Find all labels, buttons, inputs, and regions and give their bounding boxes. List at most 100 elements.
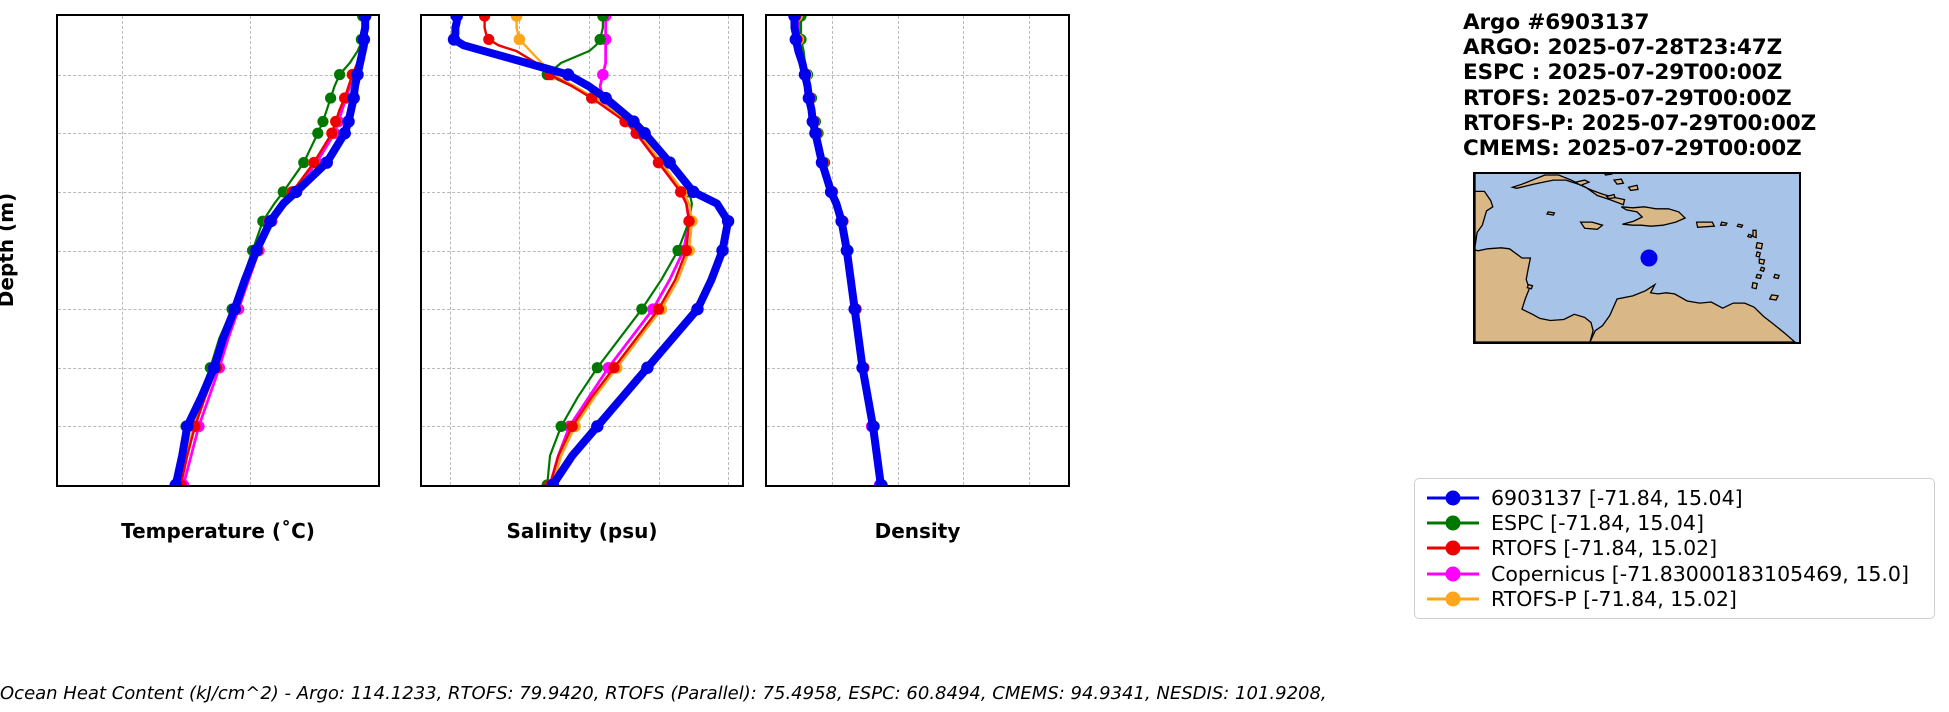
lesser-antilles-island <box>1755 273 1763 280</box>
map-lon-minor-tick-top <box>1627 172 1629 174</box>
series-marker <box>597 68 609 81</box>
series-marker <box>721 214 735 228</box>
hispaniola-landmass <box>1620 206 1687 227</box>
map-lon-minor-tick <box>1606 342 1608 344</box>
gridline-horizontal <box>58 250 378 252</box>
map-lon-minor-tick <box>1543 342 1545 344</box>
map-lon-minor-tick <box>1522 342 1524 344</box>
map-lon-tick-top <box>1721 172 1723 174</box>
lesser-antilles-island <box>1751 281 1758 290</box>
legend-label: 6903137 [-71.84, 15.04] <box>1491 485 1743 510</box>
series-marker <box>450 16 463 23</box>
map-lon-minor-tick-top <box>1752 172 1754 174</box>
jamaica-landmass <box>1579 221 1604 230</box>
series-marker <box>856 361 869 374</box>
ocean-heat-content-caption: Ocean Heat Content (kJ/cm^2) - Argo: 114… <box>0 683 1327 704</box>
legend-row[interactable]: ESPC [-71.84, 15.04] <box>1425 510 1924 535</box>
small-island <box>1719 221 1728 226</box>
map-lon-minor-tick <box>1491 342 1493 344</box>
series-marker <box>815 156 829 169</box>
series-marker <box>181 420 194 433</box>
map-lon-tick-top <box>1564 172 1566 174</box>
gridline-horizontal <box>58 74 378 76</box>
map-lon-minor-tick <box>1700 342 1702 344</box>
gridline-vertical <box>963 16 965 485</box>
map-lon-minor-tick-top <box>1658 172 1660 174</box>
map-lat-tick <box>1473 207 1475 209</box>
gridline-horizontal <box>767 133 1068 135</box>
lesser-antilles-island <box>1773 273 1780 280</box>
map-lat-minor-tick <box>1473 217 1475 219</box>
series-marker <box>687 185 700 199</box>
map-lon-minor-tick-top <box>1501 172 1503 174</box>
argo-position-marker <box>1640 249 1658 267</box>
series-marker <box>555 420 567 432</box>
series-marker <box>848 302 861 316</box>
series-marker <box>802 91 816 105</box>
legend-marker <box>1425 564 1481 584</box>
bahamas-island <box>1604 174 1613 176</box>
legend-row[interactable]: 6903137 [-71.84, 15.04] <box>1425 485 1924 510</box>
series-marker <box>586 92 598 104</box>
gridline-horizontal <box>58 133 378 135</box>
legend-marker <box>1425 589 1481 609</box>
bahamas-island <box>1627 184 1639 192</box>
legend-row[interactable]: Copernicus [-71.83000183105469, 15.0] <box>1425 561 1924 586</box>
series-marker <box>683 215 695 227</box>
gridline-horizontal <box>58 426 378 428</box>
y-axis-label: Depth (m) <box>0 192 18 308</box>
small-island <box>1746 233 1753 239</box>
legend-dot <box>1445 566 1461 582</box>
series-marker <box>207 361 221 374</box>
series-marker <box>716 244 729 257</box>
gridline-horizontal <box>767 426 1068 428</box>
map-lat-minor-tick <box>1473 227 1475 229</box>
map-lon-minor-tick-top <box>1595 172 1597 174</box>
series-marker <box>359 16 372 23</box>
gridline-vertical <box>588 16 590 485</box>
map-lon-minor-tick-top <box>1647 172 1649 174</box>
series-marker <box>874 478 888 485</box>
series-marker <box>546 478 559 485</box>
map-lon-tick <box>1721 342 1723 344</box>
density-axis-label: Density <box>874 519 961 543</box>
legend-dot <box>1445 591 1461 607</box>
gridline-horizontal <box>422 74 742 76</box>
density-panel: 1025103010351040 <box>765 14 1070 487</box>
map-lon-minor-tick <box>1742 342 1744 344</box>
legend-row[interactable]: RTOFS [-71.84, 15.02] <box>1425 536 1924 561</box>
espc-time-line: ESPC : 2025-07-29T00:00Z <box>1463 60 1783 86</box>
map-lon-minor-tick <box>1689 342 1691 344</box>
gridline-horizontal <box>422 191 742 193</box>
map-lon-tick <box>1564 342 1566 344</box>
legend-marker <box>1425 538 1481 558</box>
lesser-antilles-island <box>1752 229 1757 239</box>
map-lat-minor-tick <box>1473 278 1475 280</box>
map-lon-tick <box>1773 342 1775 344</box>
legend-row[interactable]: RTOFS-P [-71.84, 15.02] <box>1425 587 1924 612</box>
map-lat-minor-tick <box>1473 248 1475 250</box>
gridline-horizontal <box>422 250 742 252</box>
series-marker <box>798 68 812 81</box>
map-lat-minor-tick <box>1473 330 1475 332</box>
series-marker <box>339 92 351 104</box>
gridline-horizontal <box>58 191 378 193</box>
map-lon-minor-tick <box>1731 342 1733 344</box>
series-plot-salinity <box>447 16 735 485</box>
series-marker <box>169 478 182 485</box>
map-lat-minor-tick <box>1473 268 1475 270</box>
series-marker <box>866 420 880 433</box>
central-america-landmass <box>1475 174 1594 342</box>
temperature-panel: 050100150200250300350400102030 <box>56 14 380 487</box>
series-marker <box>594 33 606 46</box>
lesser-antilles-island <box>1759 266 1766 273</box>
series-line-ESPC <box>546 16 694 485</box>
map-lon-minor-tick-top <box>1710 172 1712 174</box>
gridline-horizontal <box>422 367 742 369</box>
series-marker <box>510 16 523 22</box>
series-plot-density <box>788 16 888 485</box>
legend-marker <box>1425 513 1481 533</box>
map-lon-minor-tick-top <box>1491 172 1493 174</box>
series-marker <box>806 115 819 128</box>
